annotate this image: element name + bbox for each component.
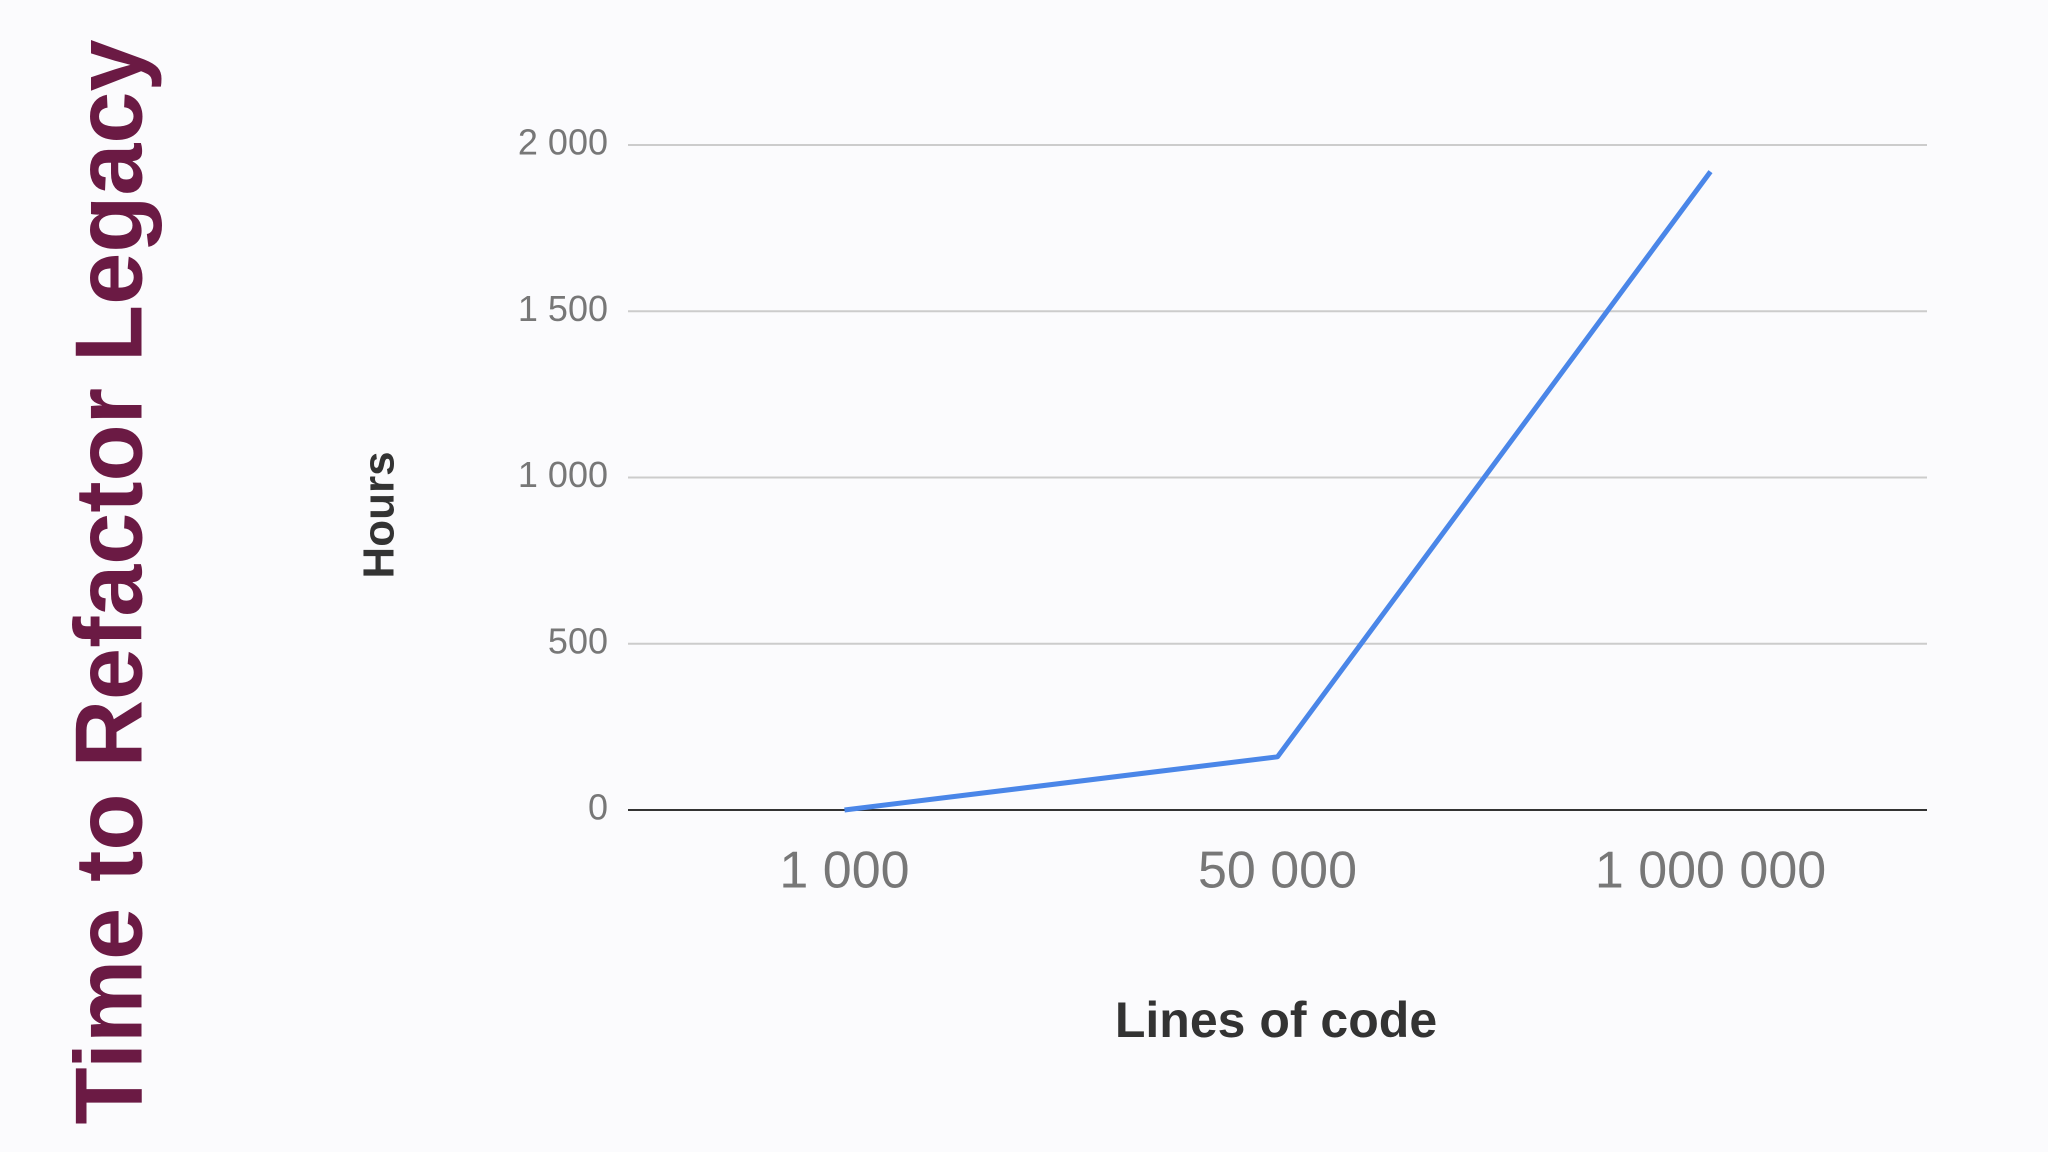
x-tick-label: 1 000 000 (1595, 842, 1826, 900)
x-tick-label: 1 000 (779, 842, 909, 900)
y-axis-title: Hours (355, 451, 404, 578)
y-tick-label: 0 (588, 787, 608, 828)
data-line (844, 170, 1713, 813)
y-tick-label: 500 (548, 620, 608, 661)
y-tick-label: 1 500 (518, 288, 608, 329)
y-tick-label: 1 000 (518, 454, 608, 495)
x-tick-label: 50 000 (1198, 842, 1357, 900)
x-axis-title: Lines of code (1115, 992, 1437, 1048)
y-tick-label: 2 000 (518, 122, 608, 163)
chart-title: Time to Refactor Legacy (55, 40, 162, 1125)
